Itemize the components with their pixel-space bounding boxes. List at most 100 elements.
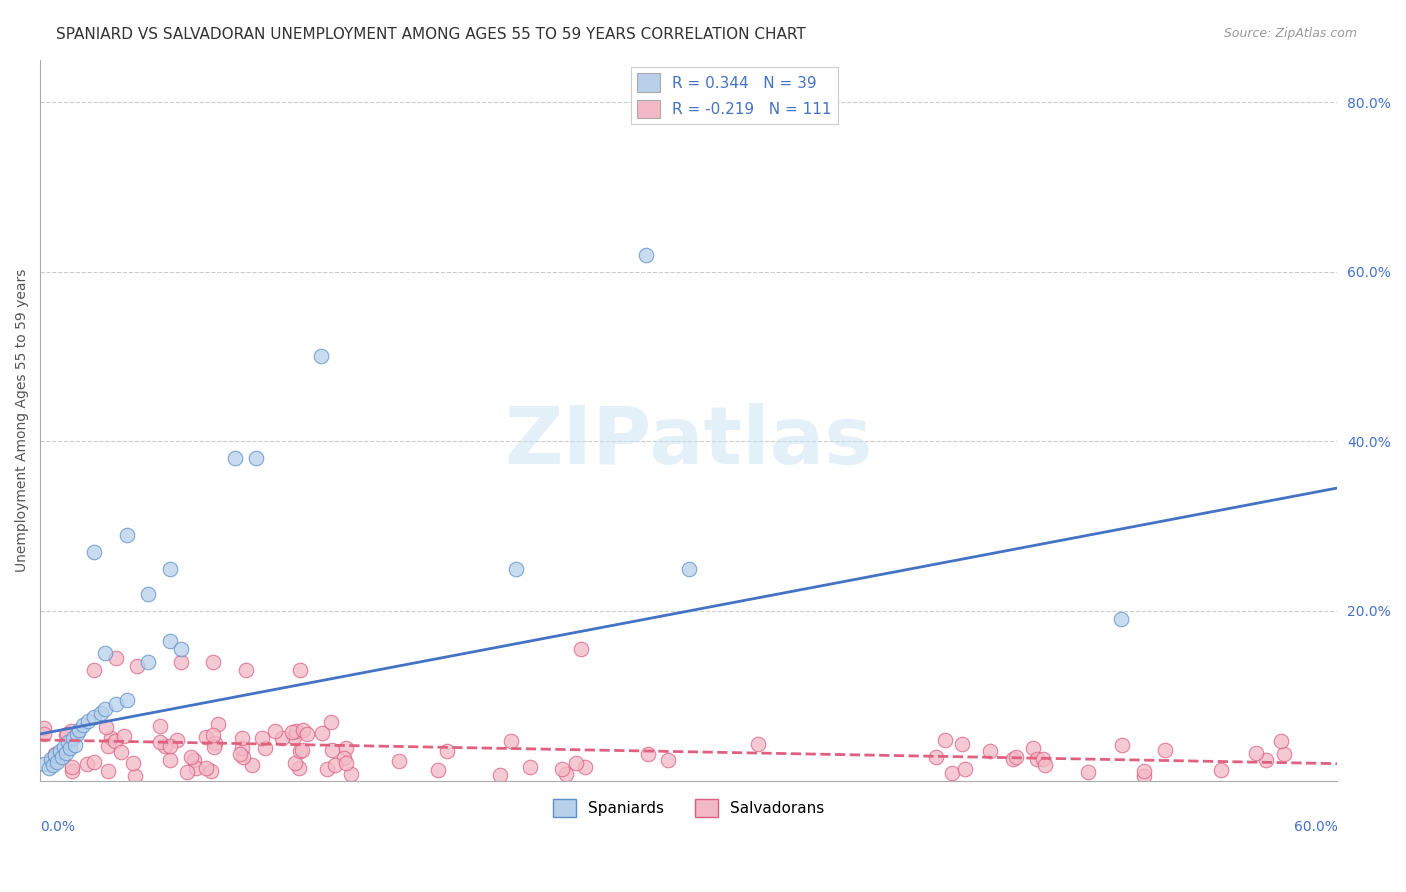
Point xyxy=(499,734,522,748)
Point xyxy=(297,727,319,741)
Point xyxy=(38,761,60,775)
Point xyxy=(1032,752,1054,766)
Point xyxy=(288,760,311,774)
Point xyxy=(76,756,98,771)
Point xyxy=(321,714,343,729)
Point xyxy=(66,727,89,741)
Point xyxy=(254,740,277,755)
Point xyxy=(60,764,83,778)
Point xyxy=(110,746,132,760)
Point xyxy=(950,738,973,752)
Point xyxy=(155,739,177,754)
Point xyxy=(291,743,314,757)
Point xyxy=(149,735,172,749)
Point xyxy=(45,752,67,766)
Point xyxy=(83,544,105,558)
Point xyxy=(176,765,198,780)
Point xyxy=(229,747,252,762)
Point xyxy=(283,730,305,744)
Point xyxy=(100,731,122,746)
Point xyxy=(231,731,253,746)
Point xyxy=(235,664,257,678)
Point xyxy=(207,716,229,731)
Point xyxy=(34,727,56,741)
Point xyxy=(519,760,541,774)
Point xyxy=(1244,746,1267,760)
Point xyxy=(1111,738,1133,752)
Point xyxy=(183,753,205,767)
Point xyxy=(51,750,73,764)
Point xyxy=(1209,764,1232,778)
Point xyxy=(332,751,354,765)
Point xyxy=(169,642,191,657)
Text: SPANIARD VS SALVADORAN UNEMPLOYMENT AMONG AGES 55 TO 59 YEARS CORRELATION CHART: SPANIARD VS SALVADORAN UNEMPLOYMENT AMON… xyxy=(56,27,806,42)
Point xyxy=(321,743,343,757)
Point xyxy=(55,747,77,761)
Point xyxy=(194,730,217,744)
Point xyxy=(555,767,578,781)
Point xyxy=(194,761,217,775)
Point xyxy=(200,764,222,778)
Point xyxy=(52,739,75,754)
Point xyxy=(94,701,117,715)
Point xyxy=(184,761,207,775)
Point xyxy=(747,737,769,751)
Point xyxy=(232,749,254,764)
Point xyxy=(166,733,188,747)
Point xyxy=(634,248,657,262)
Point xyxy=(285,723,308,738)
Point xyxy=(58,735,80,749)
Point xyxy=(67,723,90,737)
Point xyxy=(136,655,159,669)
Point xyxy=(1109,612,1132,626)
Point xyxy=(240,758,263,772)
Point xyxy=(1132,769,1154,783)
Point xyxy=(574,760,596,774)
Point xyxy=(925,750,948,764)
Point xyxy=(436,744,458,758)
Point xyxy=(62,731,84,746)
Point xyxy=(127,659,149,673)
Point xyxy=(94,720,117,734)
Point xyxy=(1133,764,1156,778)
Point xyxy=(564,756,586,770)
Point xyxy=(97,764,120,778)
Point xyxy=(339,766,361,780)
Point xyxy=(245,451,267,466)
Point xyxy=(250,731,273,745)
Point xyxy=(288,664,311,678)
Point xyxy=(551,762,574,776)
Point xyxy=(941,766,963,780)
Point xyxy=(55,728,77,742)
Point xyxy=(323,758,346,772)
Point xyxy=(104,698,127,712)
Point xyxy=(637,747,659,761)
Point xyxy=(34,756,56,771)
Point xyxy=(104,733,127,747)
Point xyxy=(180,749,202,764)
Point xyxy=(159,561,181,575)
Text: ZIPatlas: ZIPatlas xyxy=(505,403,873,481)
Point xyxy=(83,710,105,724)
Point xyxy=(159,753,181,767)
Point xyxy=(979,744,1001,758)
Point xyxy=(202,740,225,755)
Point xyxy=(271,731,294,746)
Point xyxy=(288,744,311,758)
Point xyxy=(42,758,65,772)
Point xyxy=(76,714,98,729)
Point xyxy=(56,726,79,740)
Point xyxy=(149,719,172,733)
Point xyxy=(169,655,191,669)
Point xyxy=(1002,752,1025,766)
Text: 60.0%: 60.0% xyxy=(1294,821,1337,834)
Point xyxy=(159,739,181,753)
Point xyxy=(202,655,225,669)
Point xyxy=(388,754,411,768)
Point xyxy=(44,747,66,761)
Point xyxy=(292,723,315,737)
Point xyxy=(83,756,105,770)
Point xyxy=(953,762,976,776)
Point xyxy=(505,561,527,575)
Point xyxy=(204,735,226,749)
